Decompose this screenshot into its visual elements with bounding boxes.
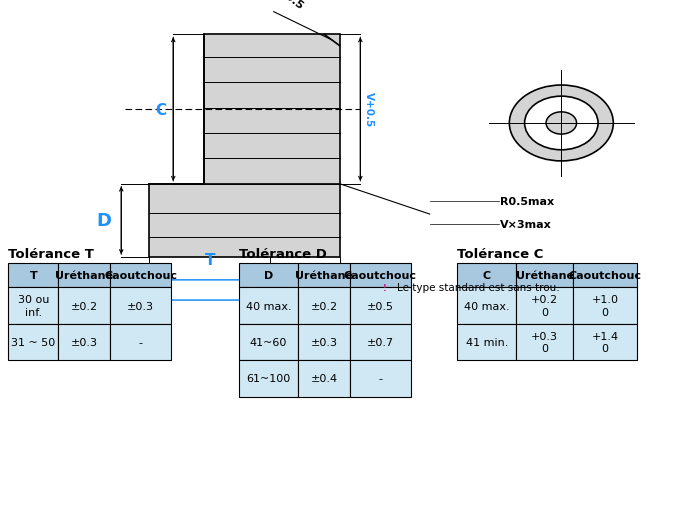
Bar (58, 264, 110, 288)
Text: V+0.5: V+0.5 (364, 92, 374, 127)
Bar (457, 324, 516, 361)
Bar (350, 361, 411, 397)
Bar (298, 361, 350, 397)
Text: Caoutchouc: Caoutchouc (568, 271, 642, 281)
Text: +0.3
0: +0.3 0 (532, 331, 558, 354)
Text: C: C (483, 271, 491, 281)
Text: L: L (240, 303, 249, 318)
Text: T: T (29, 271, 37, 281)
Circle shape (546, 113, 577, 135)
Bar (204, 35, 340, 184)
Text: 31 ~ 50: 31 ~ 50 (11, 337, 55, 347)
Text: -: - (378, 374, 383, 384)
Bar (573, 264, 637, 288)
Text: R0.5max: R0.5max (500, 197, 554, 207)
Circle shape (525, 97, 598, 150)
Text: Uréthane: Uréthane (295, 271, 353, 281)
Bar (516, 324, 573, 361)
Bar (298, 324, 350, 361)
Text: 30 ou
inf.: 30 ou inf. (17, 295, 49, 317)
Circle shape (509, 86, 613, 162)
Bar (298, 264, 350, 288)
Circle shape (376, 281, 394, 294)
Text: C: C (155, 103, 166, 117)
Text: 41~60: 41~60 (250, 337, 287, 347)
Bar (239, 264, 298, 288)
Bar (239, 361, 298, 397)
Bar (516, 264, 573, 288)
Text: T: T (204, 252, 215, 268)
Text: ±0.5: ±0.5 (367, 301, 394, 311)
Bar (239, 288, 298, 324)
Text: ±0.3: ±0.3 (128, 301, 154, 311)
Text: +0.2
0: +0.2 0 (531, 295, 559, 317)
Text: -: - (139, 337, 143, 347)
Bar (298, 288, 350, 324)
Bar (58, 324, 110, 361)
Text: 41 min.: 41 min. (466, 337, 508, 347)
Bar (110, 264, 171, 288)
Bar (457, 288, 516, 324)
Bar (516, 288, 573, 324)
Bar (8, 288, 58, 324)
Text: ±0.4: ±0.4 (310, 374, 337, 384)
Text: ±0.2: ±0.2 (310, 301, 337, 311)
Text: Tolérance D: Tolérance D (239, 247, 327, 260)
Text: !: ! (383, 283, 387, 292)
Bar (457, 264, 516, 288)
Text: +1.4
0: +1.4 0 (591, 331, 619, 354)
Text: C0.5: C0.5 (277, 0, 305, 11)
Text: Tolérance C: Tolérance C (457, 247, 544, 260)
Bar (8, 264, 58, 288)
Bar (239, 324, 298, 361)
Bar (110, 324, 171, 361)
Text: 40 max.: 40 max. (246, 301, 291, 311)
Text: +1.0
0: +1.0 0 (592, 295, 618, 317)
Text: ±0.3: ±0.3 (310, 337, 337, 347)
Bar (8, 324, 58, 361)
Text: D: D (264, 271, 273, 281)
Text: ±0.7: ±0.7 (367, 337, 394, 347)
Text: Uréthane: Uréthane (55, 271, 113, 281)
Bar (350, 264, 411, 288)
Bar (573, 288, 637, 324)
Text: ±0.3: ±0.3 (71, 337, 98, 347)
Text: 61~100: 61~100 (247, 374, 290, 384)
Bar (350, 288, 411, 324)
Text: V×3max: V×3max (500, 220, 552, 230)
Bar (149, 184, 340, 258)
Text: D: D (96, 212, 112, 230)
Bar (573, 324, 637, 361)
Bar (110, 288, 171, 324)
Text: Le type standard est sans trou.: Le type standard est sans trou. (397, 283, 560, 293)
Bar (350, 324, 411, 361)
Text: Uréthane: Uréthane (516, 271, 574, 281)
Text: Caoutchouc: Caoutchouc (344, 271, 417, 281)
Bar (58, 288, 110, 324)
Text: Caoutchouc: Caoutchouc (104, 271, 177, 281)
Text: 40 max.: 40 max. (464, 301, 509, 311)
Text: ±0.2: ±0.2 (71, 301, 98, 311)
Text: Tolérance T: Tolérance T (8, 247, 94, 260)
